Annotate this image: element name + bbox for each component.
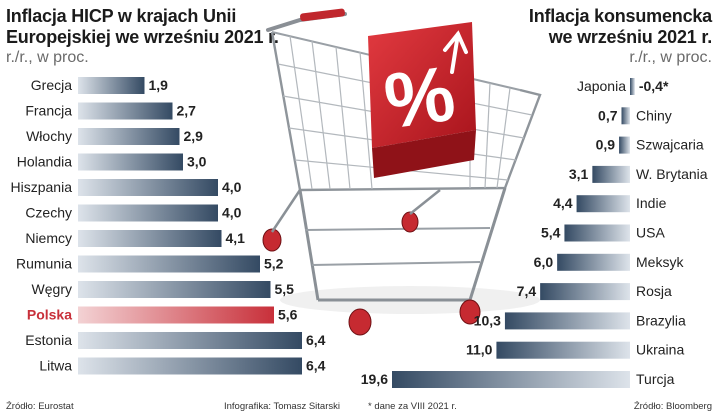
category-label-meksyk: Meksyk — [636, 254, 684, 270]
bar-polska — [78, 306, 274, 324]
category-label-w-brytania: W. Brytania — [636, 166, 708, 182]
right-bar-chart: Japonia -0,4* Chiny 0,7 Szwajcaria 0,9 W. Bryt… — [361, 78, 708, 388]
category-label-wlochy: Włochy — [26, 128, 72, 144]
left-chart-title: Inflacja HICP w krajach Unii Europejskie… — [6, 6, 306, 48]
bar-usa — [564, 224, 630, 242]
footnote: * dane za VIII 2021 r. — [368, 401, 457, 412]
category-label-polska: Polska — [27, 307, 72, 323]
shopping-cart-illustration: % — [262, 8, 542, 336]
bar-wegry — [78, 281, 271, 298]
right-title-line2: we wrześniu 2021 r. — [548, 27, 712, 47]
bar-grecja — [78, 77, 145, 94]
left-bar-chart: Grecja 1,9 Francja 2,7 Włochy 2,9 Holandia 3,0 H… — [11, 77, 326, 375]
bar-szwajcaria — [619, 136, 630, 154]
bar-meksyk — [557, 253, 630, 271]
value-label-turcja: 19,6 — [361, 371, 388, 387]
bar-brazylia — [504, 312, 630, 330]
value-label-grecja: 1,9 — [149, 77, 169, 93]
category-label-estonia: Estonia — [25, 332, 72, 348]
category-label-rosja: Rosja — [636, 283, 672, 299]
category-label-czechy: Czechy — [25, 205, 72, 221]
category-label-brazylia: Brazylia — [636, 312, 686, 328]
value-label-brazylia: 10,3 — [474, 312, 501, 328]
bar-francja — [78, 102, 173, 120]
bar-ukraina — [496, 341, 630, 359]
left-chart-subtitle: r./r., w proc. — [6, 49, 89, 66]
value-label-w-brytania: 3,1 — [569, 166, 589, 182]
category-label-indie: Indie — [636, 195, 667, 211]
value-label-niemcy: 4,1 — [226, 230, 246, 246]
bar-w-brytania — [592, 165, 630, 183]
bar-niemcy — [78, 230, 222, 247]
bar-rosja — [540, 283, 630, 301]
category-label-francja: Francja — [25, 103, 72, 119]
category-label-wegry: Węgry — [32, 281, 72, 297]
value-label-polska: 5,6 — [278, 307, 298, 323]
bar-turcja — [392, 371, 630, 388]
left-source-note: Źródło: Eurostat — [6, 401, 74, 412]
category-label-grecja: Grecja — [31, 77, 72, 93]
bar-rumunia — [78, 255, 260, 273]
value-label-indie: 4,4 — [553, 195, 573, 211]
category-label-usa: USA — [636, 225, 665, 241]
value-label-hiszpania: 4,0 — [222, 179, 242, 195]
value-label-rosja: 7,4 — [517, 283, 537, 299]
right-chart-subtitle: r./r., w proc. — [629, 49, 712, 66]
value-label-wegry: 5,5 — [275, 281, 295, 297]
category-label-chiny: Chiny — [636, 107, 672, 123]
value-label-holandia: 3,0 — [187, 154, 207, 170]
left-title-line2: Europejskiej we wrześniu 2021 r. — [6, 27, 279, 47]
right-chart-title: Inflacja konsumencka we wrześniu 2021 r. — [472, 6, 712, 48]
value-label-ukraina: 11,0 — [466, 342, 493, 358]
bar-wlochy — [78, 128, 180, 145]
value-label-usa: 5,4 — [541, 225, 561, 241]
category-label-ukraina: Ukraina — [636, 342, 684, 358]
right-source-note: Źródło: Bloomberg — [633, 401, 712, 412]
bar-chiny — [621, 107, 630, 125]
value-label-japonia: -0,4* — [639, 78, 669, 94]
value-label-meksyk: 6,0 — [534, 254, 554, 270]
percent-symbol: % — [379, 49, 460, 146]
value-label-estonia: 6,4 — [306, 332, 326, 348]
bar-hiszpania — [78, 179, 218, 196]
value-label-szwajcaria: 0,9 — [596, 137, 616, 153]
category-label-litwa: Litwa — [39, 358, 72, 374]
right-title-line1: Inflacja konsumencka — [528, 6, 712, 26]
category-label-hiszpania: Hiszpania — [11, 179, 73, 195]
category-label-japonia: Japonia — [577, 78, 626, 94]
bar-estonia — [78, 332, 302, 349]
category-label-rumunia: Rumunia — [16, 256, 72, 272]
value-label-czechy: 4,0 — [222, 205, 242, 221]
percent-badge: % — [368, 22, 476, 178]
category-label-szwajcaria: Szwajcaria — [636, 137, 704, 153]
left-title-line1: Inflacja HICP w krajach Unii — [6, 6, 237, 26]
bar-litwa — [78, 357, 302, 375]
value-label-wlochy: 2,9 — [184, 128, 204, 144]
bar-indie — [576, 195, 630, 213]
category-label-turcja: Turcja — [636, 371, 675, 387]
category-label-niemcy: Niemcy — [25, 230, 72, 246]
infographic-credit: Infografika: Tomasz Sitarski — [224, 401, 340, 412]
value-label-litwa: 6,4 — [306, 358, 326, 374]
bar-holandia — [78, 153, 183, 171]
bar-japonia — [630, 78, 635, 95]
value-label-chiny: 0,7 — [598, 107, 618, 123]
bar-czechy — [78, 204, 218, 222]
value-label-rumunia: 5,2 — [264, 256, 284, 272]
category-label-holandia: Holandia — [17, 154, 72, 170]
value-label-francja: 2,7 — [177, 103, 197, 119]
